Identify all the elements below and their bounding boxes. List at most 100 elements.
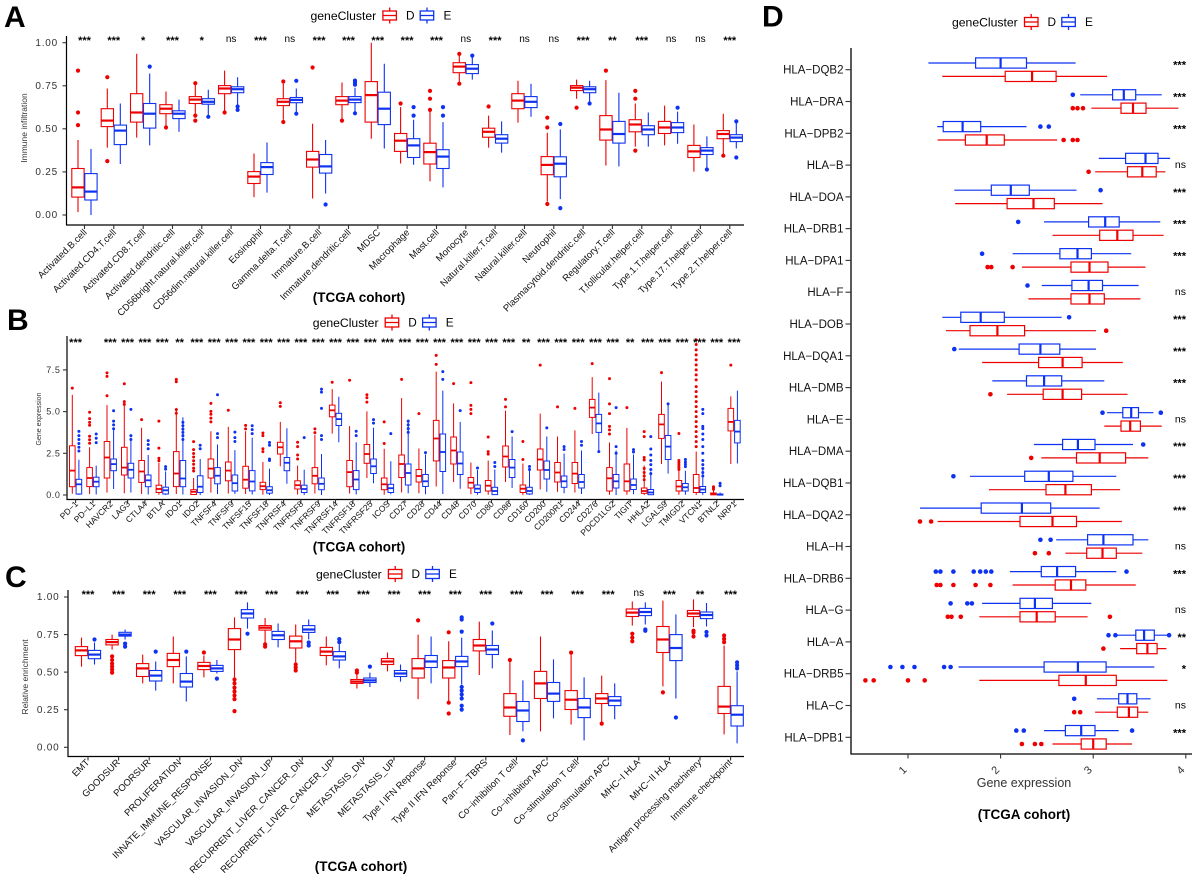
svg-text:ns: ns	[1175, 700, 1186, 712]
svg-text:***: ***	[329, 337, 343, 349]
svg-text:HLA−C: HLA−C	[806, 701, 843, 713]
svg-text:***: ***	[537, 337, 551, 349]
svg-text:***: ***	[676, 337, 690, 349]
svg-text:HLA−DRB6: HLA−DRB6	[784, 573, 844, 585]
svg-text:***: ***	[723, 35, 737, 47]
svg-text:***: ***	[121, 337, 135, 349]
svg-text:D: D	[408, 316, 417, 330]
svg-text:geneCluster: geneCluster	[316, 568, 382, 582]
svg-text:D: D	[1048, 15, 1057, 29]
svg-text:***: ***	[502, 337, 516, 349]
svg-text:***: ***	[693, 337, 707, 349]
svg-text:C: C	[5, 561, 27, 594]
svg-text:***: ***	[658, 337, 672, 349]
svg-text:***: ***	[78, 35, 92, 47]
svg-text:0.0: 0.0	[46, 490, 60, 500]
svg-text:***: ***	[1173, 60, 1187, 72]
svg-text:***: ***	[260, 337, 274, 349]
svg-text:5.0: 5.0	[46, 407, 60, 417]
svg-text:***: ***	[208, 337, 222, 349]
svg-text:***: ***	[635, 35, 649, 47]
svg-text:***: ***	[1173, 346, 1187, 358]
svg-text:HLA−B: HLA−B	[807, 160, 844, 172]
svg-text:***: ***	[398, 337, 412, 349]
svg-text:***: ***	[1173, 505, 1187, 517]
svg-text:***: ***	[479, 589, 493, 601]
svg-text:HLA−DQA2: HLA−DQA2	[783, 510, 843, 522]
svg-text:D: D	[406, 9, 415, 23]
svg-text:1.00: 1.00	[37, 592, 60, 603]
svg-text:***: ***	[1173, 441, 1187, 453]
svg-text:***: ***	[468, 337, 482, 349]
svg-text:*: *	[141, 35, 146, 47]
svg-text:***: ***	[1173, 187, 1187, 199]
svg-text:***: ***	[710, 337, 724, 349]
svg-text:***: ***	[571, 589, 585, 601]
svg-text:***: ***	[104, 337, 118, 349]
svg-text:HLA−DPB1: HLA−DPB1	[784, 732, 843, 744]
svg-text:ns: ns	[461, 34, 472, 45]
svg-text:HLA−DOA: HLA−DOA	[789, 192, 843, 204]
svg-text:***: ***	[589, 337, 603, 349]
svg-text:ns: ns	[1175, 604, 1186, 616]
svg-text:2.5: 2.5	[46, 448, 60, 458]
svg-text:***: ***	[277, 337, 291, 349]
svg-text:*: *	[1182, 664, 1187, 676]
svg-text:0.75: 0.75	[37, 630, 60, 641]
svg-text:***: ***	[449, 589, 463, 601]
svg-text:**: **	[1177, 632, 1186, 644]
svg-text:HLA−DMA: HLA−DMA	[789, 446, 844, 458]
svg-text:***: ***	[1173, 727, 1187, 739]
svg-text:***: ***	[254, 35, 268, 47]
svg-text:***: ***	[346, 337, 360, 349]
svg-text:***: ***	[1173, 123, 1187, 135]
svg-text:***: ***	[357, 589, 371, 601]
svg-text:ns: ns	[285, 34, 296, 45]
svg-text:***: ***	[510, 589, 524, 601]
svg-text:***: ***	[107, 35, 121, 47]
svg-text:***: ***	[1173, 473, 1187, 485]
svg-text:*: *	[200, 35, 205, 47]
svg-text:HLA−DQB2: HLA−DQB2	[783, 65, 843, 77]
svg-text:***: ***	[1173, 219, 1187, 231]
svg-text:ns: ns	[634, 588, 645, 599]
svg-text:***: ***	[489, 35, 503, 47]
svg-text:***: ***	[541, 589, 555, 601]
svg-text:**: **	[608, 35, 617, 47]
svg-text:***: ***	[242, 337, 256, 349]
svg-text:***: ***	[156, 337, 170, 349]
svg-text:ns: ns	[695, 34, 706, 45]
svg-text:0.00: 0.00	[37, 743, 60, 754]
svg-text:geneCluster: geneCluster	[311, 9, 377, 23]
svg-text:HLA−DQA1: HLA−DQA1	[783, 351, 843, 363]
svg-text:(TCGA cohort): (TCGA cohort)	[313, 540, 405, 555]
svg-text:HLA−A: HLA−A	[807, 637, 844, 649]
svg-text:***: ***	[204, 589, 218, 601]
svg-text:**: **	[696, 589, 705, 601]
svg-text:HLA−E: HLA−E	[807, 414, 844, 426]
svg-text:HLA−H: HLA−H	[806, 542, 843, 554]
svg-text:ns: ns	[549, 34, 560, 45]
svg-text:(TCGA cohort): (TCGA cohort)	[313, 290, 405, 305]
svg-text:E: E	[449, 567, 457, 581]
svg-text:1.00: 1.00	[35, 38, 58, 49]
svg-text:A: A	[4, 1, 26, 34]
svg-text:***: ***	[364, 337, 378, 349]
svg-text:***: ***	[296, 589, 310, 601]
svg-text:ns: ns	[519, 34, 530, 45]
svg-text:***: ***	[82, 589, 96, 601]
svg-text:HLA−DQB1: HLA−DQB1	[783, 478, 843, 490]
svg-text:***: ***	[430, 35, 444, 47]
svg-text:HLA−DMB: HLA−DMB	[789, 383, 844, 395]
svg-text:HLA−DRA: HLA−DRA	[790, 97, 844, 109]
svg-text:***: ***	[1173, 250, 1187, 262]
svg-text:***: ***	[313, 35, 327, 47]
svg-text:***: ***	[418, 589, 432, 601]
svg-text:ns: ns	[666, 34, 677, 45]
svg-text:HLA−DPB2: HLA−DPB2	[784, 128, 843, 140]
svg-text:Immune infiltration: Immune infiltration	[19, 93, 29, 163]
svg-text:ns: ns	[1175, 159, 1186, 171]
svg-text:Gene expression: Gene expression	[977, 776, 1072, 790]
svg-text:***: ***	[265, 589, 279, 601]
svg-text:B: B	[7, 304, 29, 337]
